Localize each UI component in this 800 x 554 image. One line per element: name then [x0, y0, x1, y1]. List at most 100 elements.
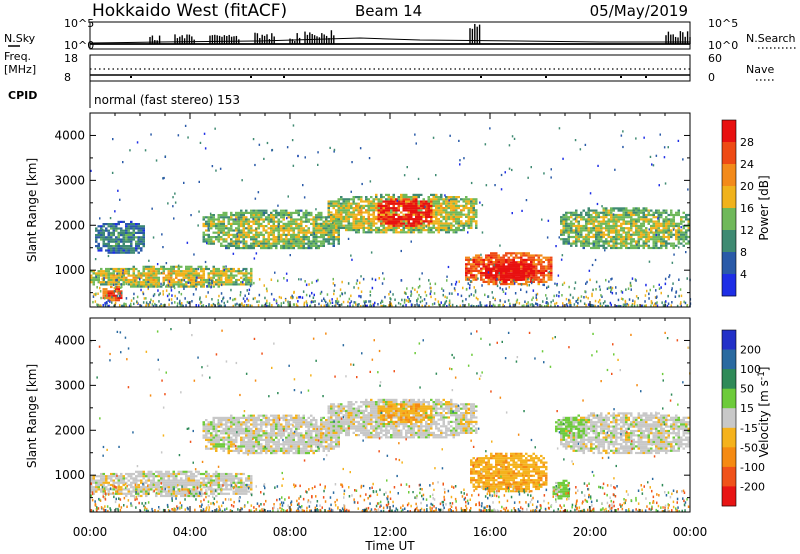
- power-data-noise: [90, 124, 692, 308]
- freq-tick-bottom: 8: [64, 71, 71, 84]
- vel-axis-tick-label: 4000: [54, 333, 85, 347]
- noise-left-label: N.Sky: [4, 32, 36, 45]
- power-axis-tick-label: 1000: [54, 263, 85, 277]
- power-colorbar-label: Power [dB]: [757, 175, 771, 240]
- velocity-colorbar-segment: [722, 388, 736, 409]
- freq-outlier-dot: [645, 76, 647, 78]
- velocity-colorbar-segment: [722, 486, 736, 507]
- beam-title: Beam 14: [355, 2, 422, 20]
- velocity-colorbar-tick: -15: [740, 422, 758, 435]
- velocity-colorbar-segment: [722, 408, 736, 429]
- velocity-colorbar-tick: -50: [740, 441, 758, 454]
- station-title: Hokkaido West (fitACF): [92, 1, 287, 21]
- freq-label-line2: [MHz]: [4, 63, 36, 76]
- x-tick-label: 12:00: [373, 525, 408, 539]
- x-tick-label: 04:00: [173, 525, 208, 539]
- freq-outlier-dot: [480, 76, 482, 78]
- vel-axis-tick-label: 1000: [54, 468, 85, 482]
- power-y-axis: 1000 2000 3000 4000: [54, 112, 690, 294]
- velocity-colorbar-segment: [722, 349, 736, 370]
- vel-data-region-2: [327, 398, 478, 439]
- cpid-mode: normal (fast stereo) 153: [94, 93, 240, 107]
- vel-data-region-3: [377, 403, 433, 424]
- power-colorbar-segment: [722, 274, 736, 297]
- freq-tick-top: 18: [64, 52, 78, 65]
- x-tick-label: 16:00: [473, 525, 508, 539]
- power-colorbar-tick: 28: [740, 136, 754, 149]
- power-data-region-7: [485, 261, 535, 281]
- power-y-axis-label: Slant Range [km]: [25, 158, 39, 262]
- power-colorbar-segment: [722, 142, 736, 165]
- velocity-heatmap: [90, 328, 691, 513]
- velocity-y-axis: 1000 2000 3000 4000: [54, 317, 690, 499]
- power-data-region-8: [560, 207, 690, 250]
- nave-label: Nave: [746, 63, 774, 76]
- freq-outlier-dot: [545, 76, 547, 78]
- noise-series: [89, 23, 691, 45]
- cpid-label: CPID: [8, 89, 37, 102]
- noise-search-line: [89, 37, 690, 44]
- power-axis-tick-label: 4000: [54, 128, 85, 142]
- velocity-colorbar-segment: [722, 427, 736, 448]
- noise-right-label: N.Search: [746, 32, 796, 45]
- x-axis: 00:00 04:00 08:00 12:00 16:00 20:00 00:00: [73, 113, 708, 539]
- noise-right-tick-top: 10^5: [708, 17, 738, 30]
- power-colorbar-segment: [722, 186, 736, 209]
- power-colorbar-tick: 16: [740, 202, 754, 215]
- power-axis-tick-label: 3000: [54, 173, 85, 187]
- power-data-region-2: [95, 220, 145, 254]
- x-tick-label: 00:00: [673, 525, 708, 539]
- freq-outlier-dot: [250, 76, 252, 78]
- nave-tick-bottom: 0: [708, 71, 715, 84]
- power-colorbar-tick: 8: [740, 246, 747, 259]
- velocity-colorbar-frame: [721, 329, 737, 507]
- power-colorbar-frame: [721, 119, 737, 297]
- velocity-colorbar-segment: [722, 369, 736, 389]
- nave-tick-top: 60: [708, 52, 722, 65]
- power-colorbar: 4 8 12 16 20 24 28: [721, 119, 754, 297]
- power-axis-tick-label: 2000: [54, 218, 85, 232]
- velocity-colorbar-segment: [722, 447, 736, 468]
- velocity-colorbar-label: Velocity [m s-1]: [757, 367, 771, 458]
- freq-label-line1: Freq.: [4, 50, 31, 63]
- vel-data-region-7: [555, 416, 585, 437]
- freq-panel-frame: [89, 54, 691, 82]
- x-tick-label: 00:00: [73, 525, 108, 539]
- power-colorbar-tick: 20: [740, 180, 754, 193]
- velocity-colorbar-tick: 15: [740, 402, 754, 415]
- power-colorbar-segment: [722, 230, 736, 253]
- x-axis-label: Time UT: [364, 539, 415, 553]
- velocity-colorbar-tick: 100: [740, 363, 761, 376]
- freq-outlier-dot: [130, 76, 132, 78]
- power-colorbar-tick: 12: [740, 224, 754, 237]
- date-title: 05/May/2019: [590, 2, 688, 20]
- velocity-y-axis-label: Slant Range [km]: [25, 364, 39, 468]
- power-colorbar-segment: [722, 164, 736, 187]
- vel-data-region-1: [202, 414, 340, 455]
- freq-outliers: [130, 76, 647, 78]
- power-data-region-3: [202, 209, 340, 250]
- power-colorbar-segment: [722, 120, 736, 143]
- power-colorbar-segment: [722, 252, 736, 275]
- power-data-region-5: [377, 198, 433, 227]
- x-tick-label: 20:00: [573, 525, 608, 539]
- vel-axis-tick-label: 3000: [54, 378, 85, 392]
- noise-panel-frame: [89, 21, 691, 50]
- velocity-colorbar-segment: [722, 466, 736, 487]
- velocity-colorbar-segment: [722, 330, 736, 350]
- vel-data-noise: [90, 328, 691, 513]
- freq-outlier-dot: [283, 76, 285, 78]
- velocity-colorbar-tick: 200: [740, 344, 761, 357]
- noise-left-tick-bottom: 10^0: [64, 39, 94, 52]
- vel-data-region-4: [470, 452, 548, 493]
- x-tick-label: 08:00: [273, 525, 308, 539]
- freq-outlier-dot: [620, 76, 622, 78]
- noise-right-tick-bottom: 10^0: [708, 39, 738, 52]
- velocity-colorbar: 200 100 50 15 -15 -50 -100 -200: [721, 329, 765, 507]
- vel-axis-tick-label: 2000: [54, 423, 85, 437]
- velocity-colorbar-tick: -200: [740, 480, 765, 493]
- velocity-colorbar-tick: -100: [740, 461, 765, 474]
- power-heatmap: [90, 124, 692, 308]
- power-colorbar-tick: 4: [740, 268, 747, 281]
